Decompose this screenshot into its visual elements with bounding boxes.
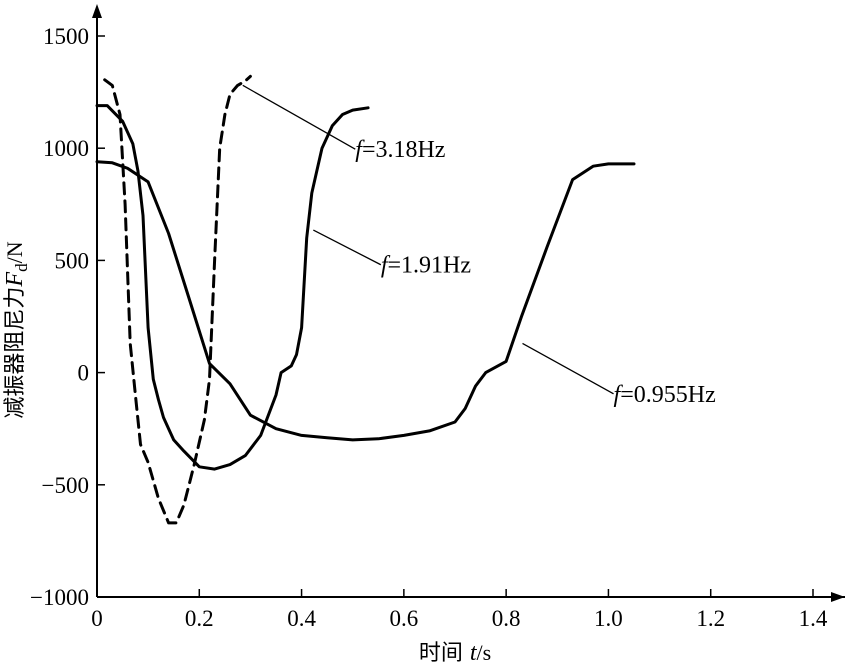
y-tick-label: 1500 [43,24,89,49]
x-tick-label: 1.2 [696,606,725,631]
annotation-value: =3.18Hz [362,137,446,163]
x-axis-title-cn: 时间 [419,641,470,665]
y-axis-title: 减振器阻尼力Fd/N [2,241,31,418]
y-tick-label: 0 [78,361,90,386]
annotation-leader-line [522,342,614,395]
annotation-value: =1.91Hz [388,253,472,279]
x-axis-title-unit: /s [476,640,491,665]
x-tick-label: 1.4 [799,606,828,631]
y-axis-title-unit: /N [2,241,27,263]
x-axis-title: 时间 t/s [419,640,491,665]
annotation-label: f=0.955Hz [614,382,716,408]
y-tick-label: −500 [42,473,89,498]
annotation-symbol: f [614,382,624,408]
annotation-label: f=1.91Hz [381,253,471,279]
x-axis-arrow [831,592,845,602]
x-tick-label: 0.6 [389,606,418,631]
series-lines [95,74,636,525]
annotation-symbol: f [381,253,391,279]
y-tick-label: −1000 [30,585,89,610]
x-tick-label: 0.2 [185,606,214,631]
y-tick-label: 500 [55,248,90,273]
axes: 0 0.2 0.4 0.6 0.8 1.0 1.2 1.4 −1000 −500 0 500 1000 1… [30,4,845,631]
x-tick-label: 0.4 [287,606,316,631]
annotation-leader-line [313,229,382,266]
series-line-f-0-955hz [95,160,636,442]
y-axis-title-subscript: d [12,263,31,272]
series-line-f-3-18hz [103,74,252,525]
x-axis-title-symbol: t [470,640,478,665]
annotation-value: =0.955Hz [620,382,716,408]
x-tick-label: 0.8 [492,606,521,631]
y-axis-arrow [92,4,102,18]
y-axis-title-cn: 减振器阻尼力 [3,287,28,419]
y-axis-title-symbol: F [2,272,28,288]
x-tick-label: 0 [91,606,103,631]
annotation-label: f=3.18Hz [355,137,445,163]
annotation-symbol: f [355,137,365,163]
y-tick-label: 1000 [43,136,89,161]
annotation-leader-line [242,84,356,150]
series-line-f-1-91hz [95,104,370,471]
x-tick-label: 1.0 [594,606,623,631]
